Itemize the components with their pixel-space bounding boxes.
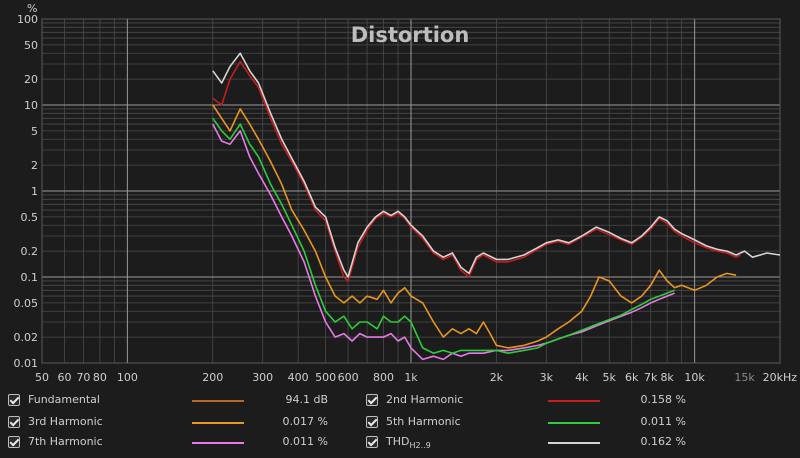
- y-tick-label: 0.5: [21, 211, 39, 224]
- legend: Fundamental 94.1 dB 2nd Harmonic 0.158 %…: [0, 388, 800, 458]
- 5th-harmonic-checkbox[interactable]: [366, 416, 378, 428]
- x-tick-label: 80: [93, 371, 107, 384]
- x-tick-label: 15k: [734, 371, 755, 384]
- x-tick-label: 800: [373, 371, 394, 384]
- x-tick-label: 70: [76, 371, 90, 384]
- fundamental-checkbox[interactable]: [8, 394, 20, 406]
- legend-value: 0.017 %: [282, 415, 328, 428]
- x-tick-label: 7k: [644, 371, 658, 384]
- legend-swatch: [192, 422, 244, 424]
- x-tick-label: 50: [35, 371, 49, 384]
- series-layer: [212, 52, 781, 361]
- y-tick-label: 1: [31, 185, 38, 198]
- y-tick-label: 0.02: [14, 331, 39, 344]
- x-tick-label: 100: [117, 371, 138, 384]
- x-tick-label: 300: [252, 371, 273, 384]
- series-line-2nd-harmonic: [212, 60, 741, 282]
- legend-swatch: [548, 400, 600, 402]
- legend-value: 0.158 %: [640, 393, 686, 406]
- x-tick-label: 2k: [490, 371, 504, 384]
- legend-label: 3rd Harmonic: [28, 415, 103, 428]
- series-line-5th-harmonic: [212, 117, 675, 354]
- x-tick-label: 600: [338, 371, 359, 384]
- y-tick-label: 20: [24, 73, 38, 86]
- x-tick-label: 5k: [603, 371, 617, 384]
- 2nd-harmonic-checkbox[interactable]: [366, 394, 378, 406]
- legend-label: 2nd Harmonic: [386, 393, 464, 406]
- x-tick-label: 4k: [575, 371, 589, 384]
- thd-checkbox[interactable]: [366, 436, 378, 448]
- x-tick-label: 6k: [625, 371, 639, 384]
- y-tick-label: 0.2: [21, 245, 39, 258]
- series-line-7th-harmonic: [212, 123, 675, 361]
- y-tick-label: 0.01: [14, 357, 39, 370]
- plot-frame: [41, 18, 781, 364]
- legend-row: 3rd Harmonic 0.017 % 5th Harmonic 0.011 …: [0, 412, 800, 432]
- chart-title: Distortion: [351, 23, 470, 47]
- major-gridlines: [41, 18, 781, 364]
- 3rd-harmonic-checkbox[interactable]: [8, 416, 20, 428]
- x-tick-label: 20kHz: [763, 371, 798, 384]
- y-tick-labels: 100 50 20 10 5 2 1 0.5 0.2 0.1 0.05 0.02 0.01: [14, 13, 39, 370]
- y-tick-label: 10: [24, 99, 38, 112]
- x-tick-label: 200: [202, 371, 223, 384]
- x-tick-label: 500: [315, 371, 336, 384]
- legend-value: 0.011 %: [640, 415, 686, 428]
- x-tick-label: 400: [288, 371, 309, 384]
- y-tick-label: 2: [31, 159, 38, 172]
- legend-label: 7th Harmonic: [28, 435, 103, 448]
- x-tick-label: 8k: [660, 371, 674, 384]
- legend-label: Fundamental: [28, 393, 100, 406]
- 7th-harmonic-checkbox[interactable]: [8, 436, 20, 448]
- legend-label: 5th Harmonic: [386, 415, 461, 428]
- legend-swatch: [192, 400, 244, 402]
- legend-value: 94.1 dB: [285, 393, 328, 406]
- legend-row: Fundamental 94.1 dB 2nd Harmonic 0.158 %: [0, 390, 800, 410]
- x-tick-labels: 50 60 70 80 100 200 300 400 500 600 800 1k 2k 3k 4k 5k 6…: [35, 371, 797, 384]
- y-tick-label: 0.05: [14, 297, 39, 310]
- legend-swatch: [548, 422, 600, 424]
- legend-swatch: [192, 442, 244, 444]
- x-tick-label: 1k: [404, 371, 418, 384]
- thd-label: THD: [386, 435, 410, 448]
- series-line-thd: [212, 52, 781, 278]
- legend-row: 7th Harmonic 0.011 % THDH2..9 0.162 %: [0, 432, 800, 452]
- x-tick-label: 3k: [540, 371, 554, 384]
- y-tick-label: 50: [24, 39, 38, 52]
- y-axis-unit-label: %: [27, 2, 37, 15]
- y-tick-label: 100: [17, 13, 38, 26]
- x-tick-label: 60: [57, 371, 71, 384]
- thd-subscript: H2..9: [409, 441, 431, 450]
- series-line-3rd-harmonic: [212, 104, 737, 349]
- legend-value: 0.162 %: [640, 435, 686, 448]
- x-tick-label: 10k: [684, 371, 705, 384]
- legend-value: 0.011 %: [282, 435, 328, 448]
- distortion-chart: Distortion % 100 50 20 10 5 2 1 0.5 0.2 0.1 0.05 0.…: [14, 2, 798, 384]
- legend-label: THDH2..9: [386, 435, 431, 450]
- y-tick-label: 5: [31, 125, 38, 138]
- legend-swatch: [548, 442, 600, 444]
- y-tick-label: 0.1: [21, 271, 39, 284]
